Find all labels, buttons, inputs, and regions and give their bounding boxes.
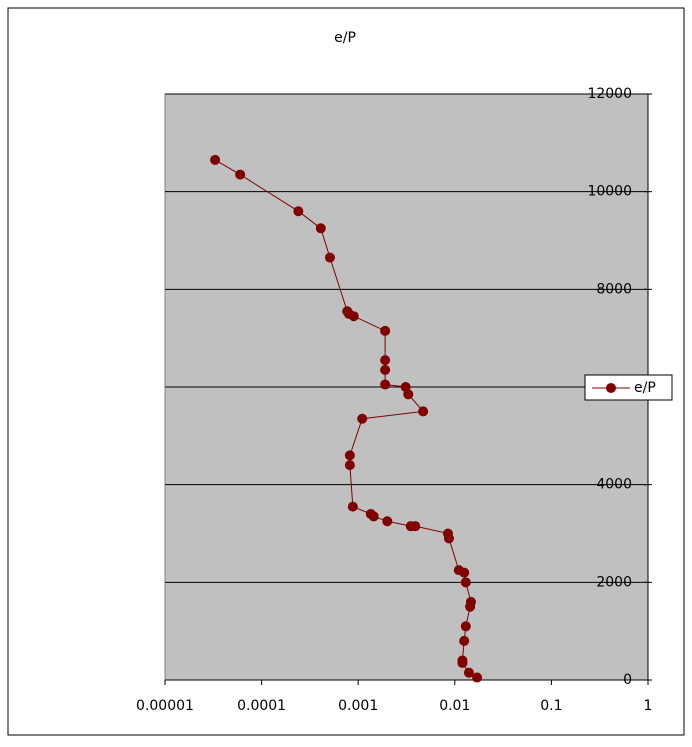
y-tick-label: 2000 [596,574,632,590]
x-tick-label: 0.01 [439,698,470,714]
data-point [403,389,414,400]
data-point [460,621,471,632]
chart-title: e/P [334,30,356,46]
x-tick-label: 1 [644,698,653,714]
y-tick-label: 12000 [587,86,632,102]
data-point [465,601,476,612]
data-point [293,206,304,217]
data-point [344,460,355,471]
data-point [382,516,393,527]
x-tick-label: 0.001 [338,698,378,714]
data-point [410,521,421,532]
data-point [380,379,391,390]
data-point [315,223,326,234]
x-tick-label: 0.00001 [136,698,194,714]
legend-label: e/P [634,380,656,396]
data-point [347,501,358,512]
data-point [443,533,454,544]
data-point [235,169,246,180]
data-point [380,325,391,336]
x-tick-label: 0.0001 [237,698,286,714]
data-point [459,567,470,578]
data-point [344,450,355,461]
data-point [357,413,368,424]
data-point [459,635,470,646]
data-point [472,672,483,683]
data-point [380,355,391,366]
data-point [324,252,335,263]
data-point [348,311,359,322]
data-point [457,657,468,668]
y-tick-label: 8000 [596,281,632,297]
data-point [210,154,221,165]
data-point [463,667,474,678]
data-point [418,406,429,417]
data-point [380,364,391,375]
data-point [460,577,471,588]
y-tick-label: 10000 [587,184,632,200]
data-point [368,511,379,522]
x-tick-label: 0.1 [540,698,562,714]
legend-marker [606,383,616,393]
y-tick-label: 4000 [596,477,632,493]
